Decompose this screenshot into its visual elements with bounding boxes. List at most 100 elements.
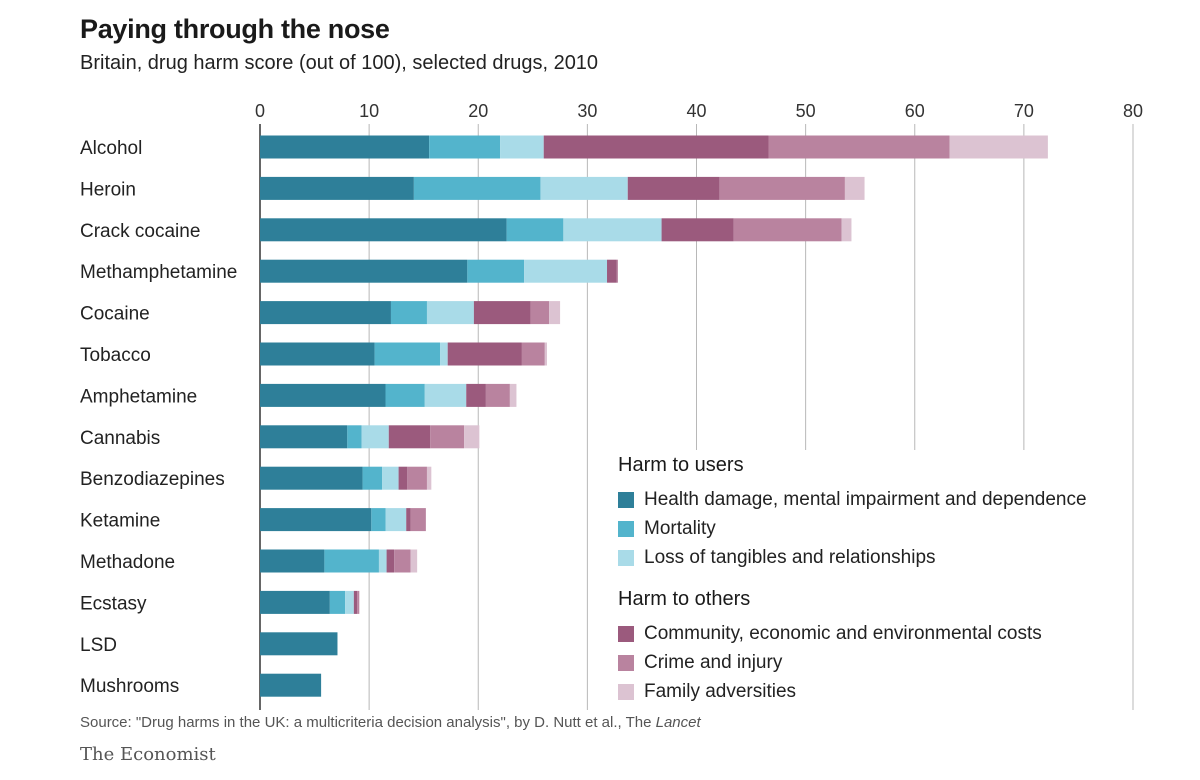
bar-segment — [549, 301, 561, 325]
bar-segment — [385, 508, 407, 532]
bar-segment — [530, 301, 550, 325]
publisher-brand: The Economist — [80, 744, 216, 765]
x-tick-label: 0 — [255, 101, 265, 121]
bar-segment — [661, 218, 734, 242]
source-text: Source: "Drug harms in the UK: a multicr… — [80, 714, 656, 731]
bar-segment — [385, 383, 425, 407]
bar-segment — [361, 425, 389, 449]
bar-segment — [353, 590, 358, 614]
bar-segment — [563, 218, 662, 242]
bar-segment — [544, 342, 547, 366]
bar-segment — [394, 549, 411, 573]
bar-segment — [386, 549, 395, 573]
category-label: Methadone — [80, 552, 175, 573]
bar-segment — [388, 425, 431, 449]
bar-segment — [607, 259, 617, 283]
category-label: Tobacco — [80, 345, 151, 366]
bar-segment — [357, 590, 360, 614]
bar-segment — [260, 466, 363, 490]
bar-segment — [260, 590, 330, 614]
bar-segment — [324, 549, 379, 573]
bar-segment — [413, 176, 541, 200]
category-label: Methamphetamine — [80, 262, 237, 283]
x-tick-label: 50 — [796, 101, 816, 121]
legend-users-item: Loss of tangibles and relationships — [618, 543, 1087, 572]
legend-users-item: Health damage, mental impairment and dep… — [618, 485, 1087, 514]
legend-swatch — [618, 654, 634, 671]
x-tick-label: 40 — [686, 101, 706, 121]
bar-segment — [733, 218, 842, 242]
bar-segment — [347, 425, 362, 449]
bar-segment — [627, 176, 720, 200]
category-label: Mushrooms — [80, 676, 179, 697]
bar-segment — [260, 508, 372, 532]
bar-segment — [260, 259, 468, 283]
legend-label: Loss of tangibles and relationships — [644, 546, 936, 568]
bar-segment — [949, 135, 1048, 159]
bar-segment — [260, 425, 348, 449]
bar-segment — [509, 383, 517, 407]
bar-segment — [540, 176, 628, 200]
legend-others-item: Crime and injury — [618, 648, 1087, 677]
bar-segment — [260, 673, 322, 697]
bar-segment — [260, 176, 414, 200]
bar-segment — [260, 383, 386, 407]
category-label: Heroin — [80, 179, 136, 200]
bar-segment — [500, 135, 544, 159]
bar-segment — [260, 632, 338, 656]
bar-segment — [841, 218, 852, 242]
bar-segment — [362, 466, 383, 490]
category-label: Amphetamine — [80, 386, 197, 407]
bar-segment — [485, 383, 510, 407]
legend-swatch — [618, 625, 634, 642]
bar-segment — [260, 218, 507, 242]
legend-heading-others: Harm to others — [618, 588, 751, 610]
bar-segment — [260, 135, 430, 159]
bar-segment — [524, 259, 608, 283]
bar-segment — [407, 466, 427, 490]
chart-subtitle: Britain, drug harm score (out of 100), s… — [80, 52, 599, 74]
bar-segment — [430, 425, 465, 449]
x-tick-label: 70 — [1014, 101, 1034, 121]
bar-segment — [473, 301, 531, 325]
x-tick-label: 60 — [905, 101, 925, 121]
bar-segment — [371, 508, 386, 532]
legend-others-item: Community, economic and environmental co… — [618, 619, 1087, 648]
x-tick-label: 80 — [1123, 101, 1143, 121]
x-tick-label: 10 — [359, 101, 379, 121]
bar-segment — [345, 590, 354, 614]
bar-segment — [426, 301, 474, 325]
category-label: Ecstasy — [80, 593, 147, 614]
legend-swatch — [618, 520, 634, 537]
category-label: Cocaine — [80, 304, 150, 325]
bar-segment — [447, 342, 522, 366]
legend-label: Community, economic and environmental co… — [644, 622, 1042, 644]
bar-segment — [329, 590, 346, 614]
legend: Harm to users Health damage, mental impa… — [604, 450, 1097, 710]
legend-label: Health damage, mental impairment and dep… — [644, 488, 1087, 510]
bar-segment — [429, 135, 501, 159]
bar-segment — [844, 176, 865, 200]
bar-segment — [410, 549, 418, 573]
source-note: Source: "Drug harms in the UK: a multicr… — [80, 714, 701, 731]
legend-group-others: Community, economic and environmental co… — [618, 619, 1087, 706]
legend-label: Mortality — [644, 517, 716, 539]
x-tick-label: 20 — [468, 101, 488, 121]
bar-segment — [398, 466, 408, 490]
category-label: Benzodiazepines — [80, 469, 225, 490]
bar-segment — [464, 425, 480, 449]
bar-segment — [424, 383, 467, 407]
bar-segment — [506, 218, 564, 242]
bar-segment — [260, 549, 325, 573]
legend-group-users: Health damage, mental impairment and dep… — [618, 485, 1087, 572]
category-label: Ketamine — [80, 511, 160, 532]
bar-segment — [543, 135, 769, 159]
category-label: Crack cocaine — [80, 221, 200, 242]
bar-segment — [390, 301, 427, 325]
legend-users-item: Mortality — [618, 514, 1087, 543]
chart-title: Paying through the nose — [80, 14, 390, 44]
bar-segment — [378, 549, 387, 573]
legend-swatch — [618, 549, 634, 566]
legend-heading-users: Harm to users — [618, 454, 744, 476]
bar-segment — [374, 342, 441, 366]
